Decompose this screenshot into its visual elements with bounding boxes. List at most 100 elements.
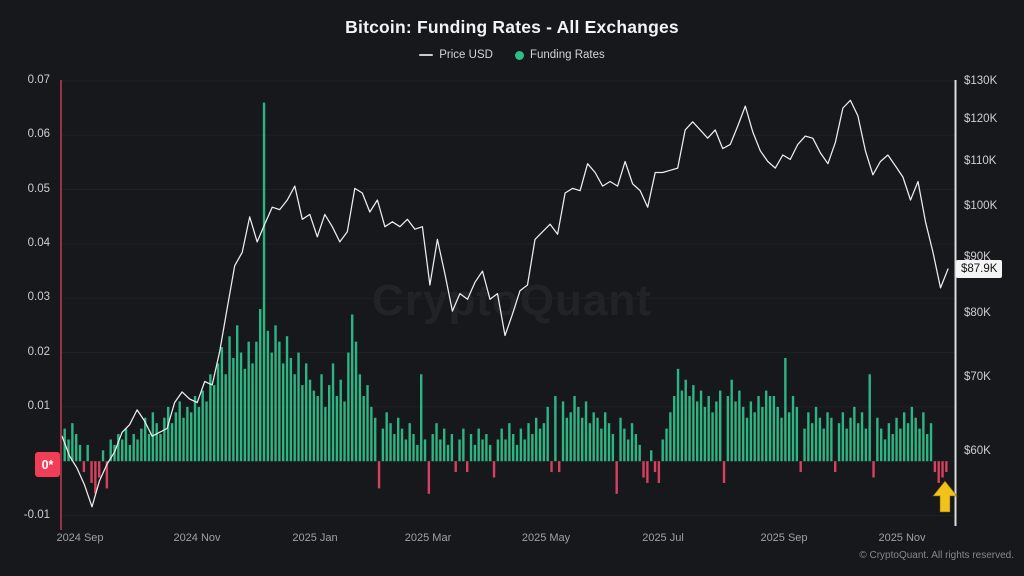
funding-bar-positive[interactable] xyxy=(665,428,668,462)
funding-bar-positive[interactable] xyxy=(673,396,676,462)
funding-bar-positive[interactable] xyxy=(163,417,166,462)
funding-bar-positive[interactable] xyxy=(408,423,411,462)
funding-bar-positive[interactable] xyxy=(899,428,902,462)
funding-bar-positive[interactable] xyxy=(707,396,710,462)
funding-bar-positive[interactable] xyxy=(619,417,622,462)
funding-bar-positive[interactable] xyxy=(849,417,852,462)
funding-bar-positive[interactable] xyxy=(504,439,507,462)
funding-bar-positive[interactable] xyxy=(251,363,254,462)
funding-bar-positive[interactable] xyxy=(661,439,664,462)
funding-bar-positive[interactable] xyxy=(339,379,342,462)
funding-bar-positive[interactable] xyxy=(772,396,776,462)
funding-bar-positive[interactable] xyxy=(243,368,247,462)
funding-bar-positive[interactable] xyxy=(573,396,576,462)
funding-bar-negative[interactable] xyxy=(558,461,561,473)
funding-bar-positive[interactable] xyxy=(650,450,653,462)
funding-bar-positive[interactable] xyxy=(581,417,584,462)
funding-bar-positive[interactable] xyxy=(366,385,369,462)
funding-bar-positive[interactable] xyxy=(159,434,162,462)
funding-bar-positive[interactable] xyxy=(167,406,170,462)
funding-bar-positive[interactable] xyxy=(259,309,262,462)
funding-bar-positive[interactable] xyxy=(75,434,78,462)
funding-bar-positive[interactable] xyxy=(565,417,569,462)
funding-bar-negative[interactable] xyxy=(94,461,97,494)
funding-bar-positive[interactable] xyxy=(914,417,917,462)
funding-bar-positive[interactable] xyxy=(715,401,718,462)
funding-bar-positive[interactable] xyxy=(761,406,764,462)
funding-bar-positive[interactable] xyxy=(232,357,235,462)
funding-bar-positive[interactable] xyxy=(676,368,680,462)
funding-bar-positive[interactable] xyxy=(224,374,227,462)
funding-bar-negative[interactable] xyxy=(466,461,469,473)
funding-bar-negative[interactable] xyxy=(454,461,457,473)
funding-bar-positive[interactable] xyxy=(170,423,174,462)
funding-bar-positive[interactable] xyxy=(918,428,921,462)
funding-bar-positive[interactable] xyxy=(561,401,565,462)
funding-bar-positive[interactable] xyxy=(308,379,312,462)
funding-bar-positive[interactable] xyxy=(305,363,308,462)
funding-bar-positive[interactable] xyxy=(439,439,442,462)
funding-bar-positive[interactable] xyxy=(320,374,323,462)
funding-bar-positive[interactable] xyxy=(876,417,879,462)
funding-bar-positive[interactable] xyxy=(906,423,910,462)
funding-bar-positive[interactable] xyxy=(71,423,74,462)
funding-bar-positive[interactable] xyxy=(197,406,201,462)
funding-bar-positive[interactable] xyxy=(247,341,250,462)
funding-bar-negative[interactable] xyxy=(872,461,875,478)
funding-bar-positive[interactable] xyxy=(841,412,845,462)
funding-bar-positive[interactable] xyxy=(542,423,546,462)
funding-bar-positive[interactable] xyxy=(236,325,239,462)
funding-bar-positive[interactable] xyxy=(473,444,477,462)
funding-bar-positive[interactable] xyxy=(201,390,204,462)
funding-bar-positive[interactable] xyxy=(584,401,588,462)
funding-bar-positive[interactable] xyxy=(220,347,224,462)
funding-bar-positive[interactable] xyxy=(496,439,500,462)
funding-bar-positive[interactable] xyxy=(481,439,484,462)
funding-bar-positive[interactable] xyxy=(228,336,231,462)
funding-bar-positive[interactable] xyxy=(776,406,779,462)
funding-bar-positive[interactable] xyxy=(174,412,178,462)
funding-bar-positive[interactable] xyxy=(768,396,772,462)
funding-bar-positive[interactable] xyxy=(381,428,385,462)
funding-bar-positive[interactable] xyxy=(719,390,722,462)
funding-bar-positive[interactable] xyxy=(592,412,595,462)
funding-bar-positive[interactable] xyxy=(826,412,829,462)
funding-bar-positive[interactable] xyxy=(285,336,289,462)
funding-bar-positive[interactable] xyxy=(117,434,120,462)
funding-bar-negative[interactable] xyxy=(834,461,837,473)
funding-bar-positive[interactable] xyxy=(811,423,814,462)
funding-bar-negative[interactable] xyxy=(937,461,940,483)
funding-bar-positive[interactable] xyxy=(178,401,181,462)
funding-bar-positive[interactable] xyxy=(109,439,112,462)
funding-bar-positive[interactable] xyxy=(136,439,139,462)
funding-bar-negative[interactable] xyxy=(646,461,649,483)
funding-bar-negative[interactable] xyxy=(653,461,657,473)
funding-bar-positive[interactable] xyxy=(903,412,906,462)
funding-bar-positive[interactable] xyxy=(895,417,898,462)
funding-bar-positive[interactable] xyxy=(450,434,454,462)
funding-bar-positive[interactable] xyxy=(209,374,212,462)
funding-bar-positive[interactable] xyxy=(623,428,626,462)
funding-bar-negative[interactable] xyxy=(377,461,381,489)
funding-bar-positive[interactable] xyxy=(523,439,526,462)
funding-bar-positive[interactable] xyxy=(535,417,538,462)
funding-bar-positive[interactable] xyxy=(443,428,446,462)
funding-bar-positive[interactable] xyxy=(324,406,327,462)
funding-bar-positive[interactable] xyxy=(577,406,580,462)
funding-bar-positive[interactable] xyxy=(374,417,377,462)
funding-bar-positive[interactable] xyxy=(216,363,220,462)
funding-bar-positive[interactable] xyxy=(784,357,787,462)
funding-bar-positive[interactable] xyxy=(293,374,296,462)
funding-bar-positive[interactable] xyxy=(531,434,534,462)
funding-bar-positive[interactable] xyxy=(512,434,515,462)
funding-bar-positive[interactable] xyxy=(239,352,243,462)
funding-bar-positive[interactable] xyxy=(515,444,519,462)
funding-bar-positive[interactable] xyxy=(814,406,818,462)
funding-bar-positive[interactable] xyxy=(67,439,70,462)
funding-bar-positive[interactable] xyxy=(316,396,319,462)
funding-bar-positive[interactable] xyxy=(726,396,730,462)
legend-item-price[interactable]: Price USD xyxy=(419,49,493,61)
funding-bar-positive[interactable] xyxy=(121,439,124,462)
funding-bar-positive[interactable] xyxy=(489,444,492,462)
funding-bar-positive[interactable] xyxy=(818,417,822,462)
